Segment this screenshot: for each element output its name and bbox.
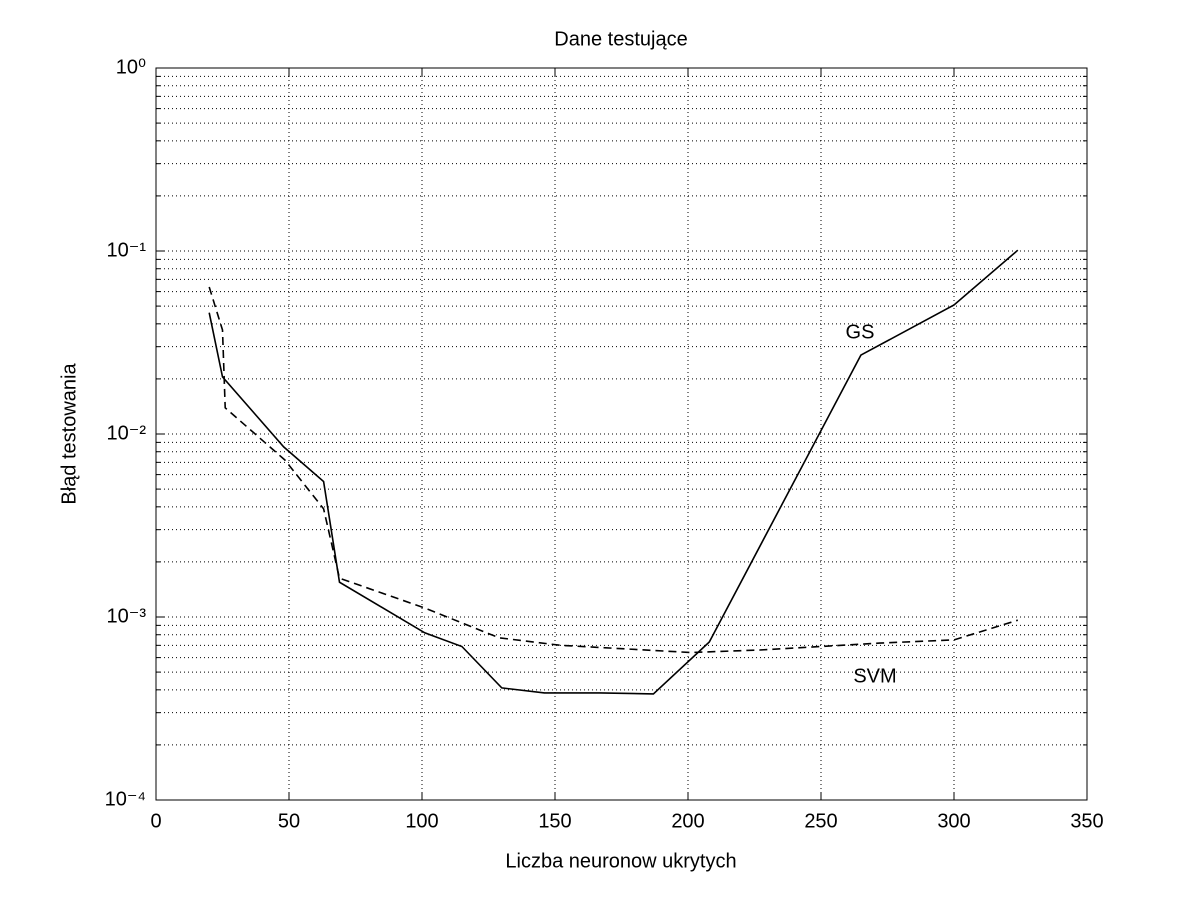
y-tick-label: 10⁰ bbox=[116, 56, 146, 78]
x-tick-label: 200 bbox=[671, 810, 704, 832]
chart-title: Dane testujące bbox=[554, 28, 687, 50]
x-axis-label: Liczba neuronow ukrytych bbox=[505, 850, 736, 872]
plot-frame bbox=[155, 67, 1088, 801]
x-tick-label: 50 bbox=[278, 810, 300, 832]
series-line bbox=[208, 286, 1019, 654]
x-tick-label: 300 bbox=[937, 810, 970, 832]
x-tick-label: 250 bbox=[804, 810, 837, 832]
x-tick-label: 100 bbox=[405, 810, 438, 832]
series-line bbox=[208, 249, 1019, 695]
x-tick-label: 150 bbox=[538, 810, 571, 832]
y-axis-label: Błąd testowania bbox=[58, 363, 80, 505]
x-tick-label: 350 bbox=[1070, 810, 1103, 832]
y-tick-label: 10⁻¹ bbox=[107, 239, 147, 261]
x-tick-label: 0 bbox=[150, 810, 161, 832]
y-tick-label: 10⁻³ bbox=[107, 605, 147, 627]
y-tick-label: 10⁻² bbox=[107, 422, 147, 444]
series-annotation: SVM bbox=[853, 665, 896, 687]
series-annotation: GS bbox=[846, 321, 875, 343]
y-tick-label: 10⁻⁴ bbox=[105, 788, 146, 810]
